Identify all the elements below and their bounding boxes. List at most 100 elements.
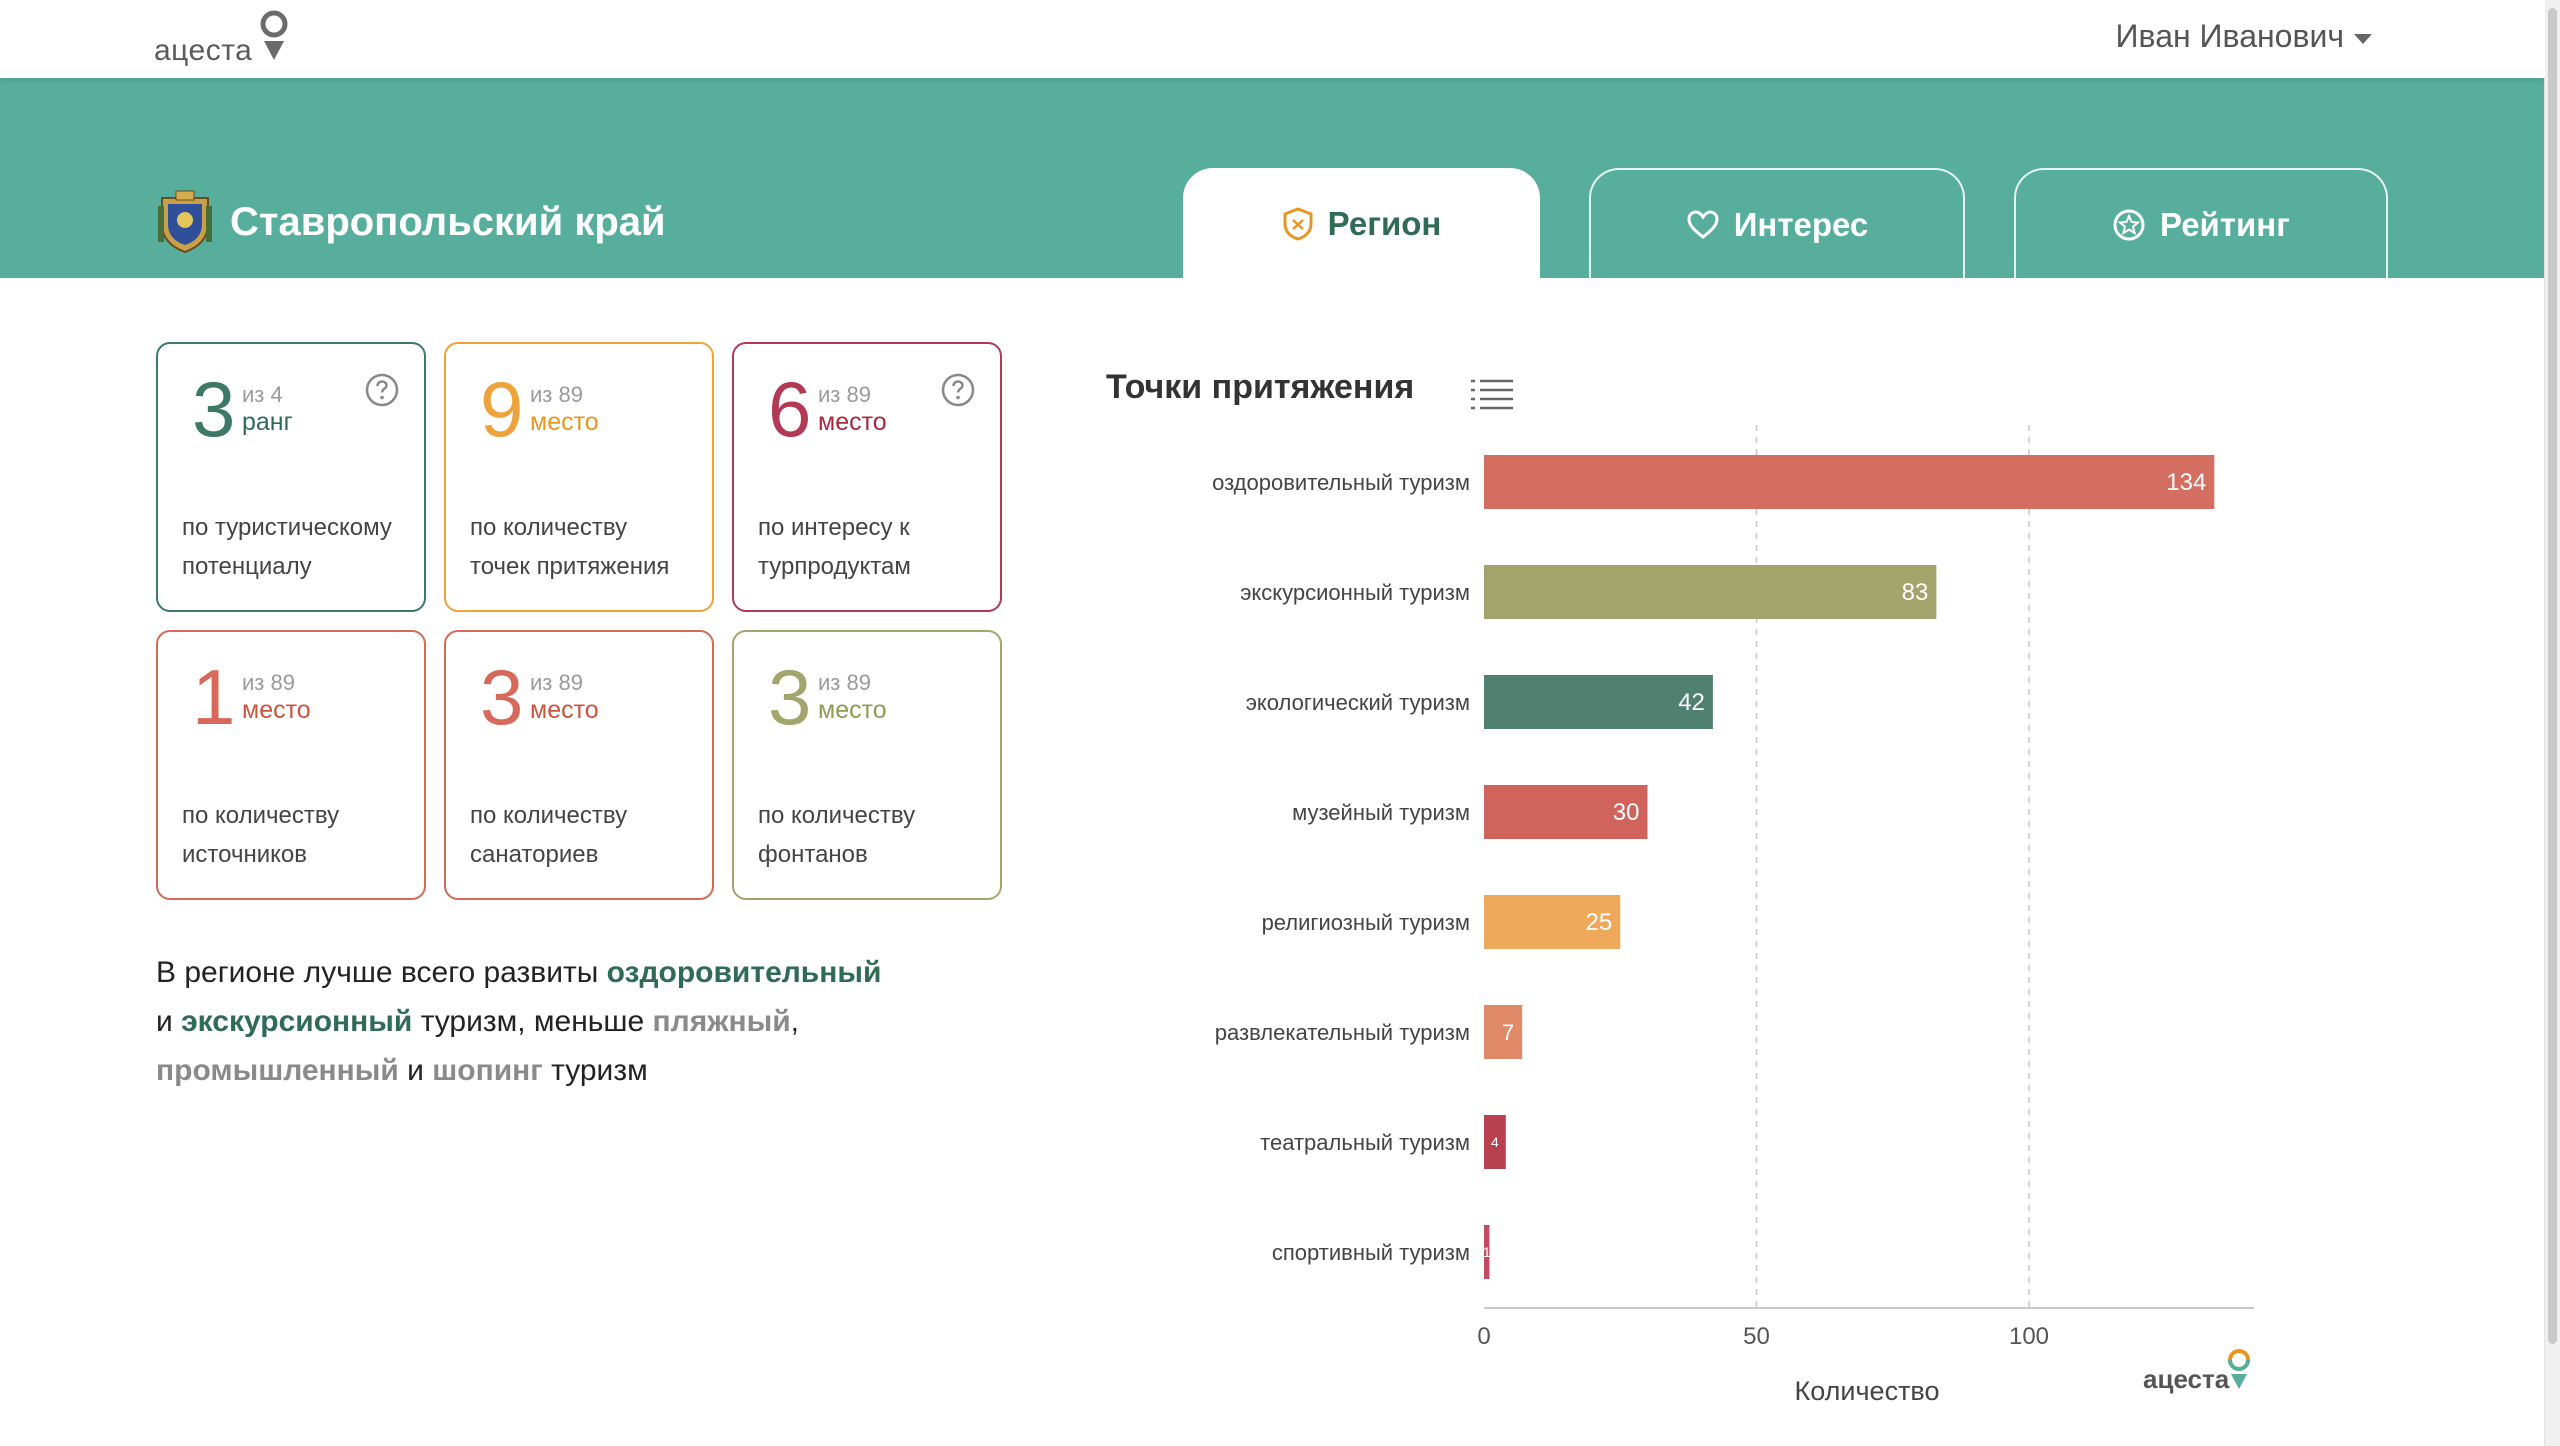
logo[interactable]: ацеста bbox=[154, 8, 294, 68]
card-value: 1 bbox=[192, 653, 236, 741]
bar bbox=[1484, 455, 2215, 509]
category-label: театральный туризм bbox=[1260, 1130, 1470, 1155]
card-value: 6 bbox=[768, 365, 812, 453]
category-label: спортивный туризм bbox=[1272, 1240, 1470, 1265]
card-description: по количеству точек притяжения bbox=[470, 514, 670, 580]
summary-part: и bbox=[398, 1054, 433, 1087]
rank-card-springs: 1 из 89 место по количеству источников bbox=[156, 630, 426, 900]
help-icon[interactable] bbox=[364, 372, 400, 408]
summary-part: В регионе лучше всего развиты bbox=[156, 956, 607, 989]
tab-rating[interactable]: Рейтинг bbox=[2014, 168, 2388, 280]
summary-highlight: шопинг bbox=[432, 1054, 543, 1087]
card-of: из 4 bbox=[242, 382, 283, 407]
summary-part: туризм, меньше bbox=[412, 1005, 653, 1038]
card-of: из 89 bbox=[530, 382, 583, 407]
data-label: 134 bbox=[2166, 469, 2206, 496]
data-label: 7 bbox=[1502, 1020, 1514, 1045]
rank-card-attraction-points: 9 из 89 место по количеству точек притяж… bbox=[444, 342, 714, 612]
list-menu-icon[interactable] bbox=[1471, 378, 1513, 410]
rank-card-sanatoriums: 3 из 89 место по количеству санаториев bbox=[444, 630, 714, 900]
card-value: 3 bbox=[192, 365, 236, 453]
tab-interest-label: Интерес bbox=[1733, 206, 1869, 243]
card-value: 3 bbox=[768, 653, 812, 741]
summary-highlight: промышленный bbox=[156, 1054, 399, 1087]
location-pin-icon bbox=[260, 10, 288, 60]
summary-part: и bbox=[156, 1005, 182, 1038]
bar bbox=[1484, 675, 1713, 729]
rank-card-tourism-potential: 3 из 4 ранг по туристическому потенциалу bbox=[156, 342, 426, 612]
card-unit: место bbox=[818, 408, 887, 436]
card-description: по количеству фонтанов bbox=[758, 802, 916, 868]
category-label: экологический туризм bbox=[1246, 690, 1470, 715]
data-label: 4 bbox=[1491, 1134, 1499, 1150]
category-label: оздоровительный туризм bbox=[1212, 470, 1470, 495]
region-title: Ставропольский край bbox=[230, 199, 666, 244]
data-label: 1 bbox=[1483, 1244, 1491, 1260]
coat-of-arms-icon bbox=[158, 190, 212, 254]
data-label: 83 bbox=[1902, 579, 1929, 606]
card-unit: место bbox=[818, 696, 887, 724]
summary-highlight: экскурсионный bbox=[181, 1005, 413, 1038]
card-description: по туристическому потенциалу bbox=[182, 514, 392, 580]
x-tick-label: 50 bbox=[1743, 1323, 1770, 1350]
tab-region-label: Регион bbox=[1327, 205, 1442, 242]
card-unit: место bbox=[530, 696, 599, 724]
chart-title: Точки притяжения bbox=[1106, 368, 1415, 406]
card-unit: ранг bbox=[242, 408, 293, 436]
bar bbox=[1484, 895, 1621, 949]
tab-interest[interactable]: Интерес bbox=[1589, 168, 1965, 280]
category-label: музейный туризм bbox=[1292, 800, 1470, 825]
help-icon[interactable] bbox=[940, 372, 976, 408]
top-bar: ацеста Иван Иванович bbox=[0, 0, 2545, 78]
data-label: 42 bbox=[1678, 689, 1705, 716]
heart-icon bbox=[1687, 210, 1719, 239]
card-of: из 89 bbox=[818, 670, 871, 695]
region-heading: Ставропольский край bbox=[156, 190, 666, 254]
rank-card-fountains: 3 из 89 место по количеству фонтанов bbox=[732, 630, 1002, 900]
summary-highlight: оздоровительный bbox=[606, 956, 882, 989]
location-pin-icon bbox=[2228, 1349, 2250, 1389]
card-value: 9 bbox=[480, 365, 524, 453]
bar bbox=[1484, 785, 1648, 839]
card-unit: место bbox=[242, 696, 311, 724]
data-label: 30 bbox=[1613, 799, 1640, 826]
chevron-down-icon bbox=[2354, 33, 2372, 44]
bar bbox=[1484, 1005, 1523, 1059]
card-description: по количеству санаториев bbox=[470, 802, 628, 868]
chart-logo: ацеста bbox=[2143, 1348, 2253, 1398]
category-label: экскурсионный туризм bbox=[1240, 580, 1470, 605]
x-tick-label: 100 bbox=[2009, 1323, 2049, 1350]
shield-icon bbox=[1283, 207, 1313, 241]
card-value: 3 bbox=[480, 653, 524, 741]
bar bbox=[1484, 1225, 1490, 1279]
x-tick-label: 0 bbox=[1477, 1323, 1490, 1350]
user-name: Иван Иванович bbox=[2115, 18, 2344, 54]
chart-logo-text: ацеста bbox=[2143, 1364, 2230, 1394]
logo-text: ацеста bbox=[154, 34, 253, 67]
summary-highlight: пляжный bbox=[652, 1005, 791, 1038]
bar bbox=[1484, 1115, 1506, 1169]
tab-region[interactable]: Регион bbox=[1183, 168, 1540, 280]
rank-card-tour-interest: 6 из 89 место по интересу к турпродуктам bbox=[732, 342, 1002, 612]
tab-rating-label: Рейтинг bbox=[2160, 206, 2290, 243]
x-axis-label: Количество bbox=[1795, 1376, 1940, 1406]
scrollbar[interactable] bbox=[2544, 0, 2560, 1446]
card-of: из 89 bbox=[242, 670, 295, 695]
bar bbox=[1484, 565, 1937, 619]
data-label: 25 bbox=[1586, 909, 1613, 936]
summary-part: туризм bbox=[542, 1054, 648, 1087]
category-label: религиозный туризм bbox=[1262, 910, 1470, 935]
category-label: развлекательный туризм bbox=[1215, 1020, 1470, 1045]
attraction-points-chart: оздоровительный туризм 134 экскурсионный т… bbox=[1212, 425, 2254, 1406]
card-of: из 89 bbox=[818, 382, 871, 407]
card-description: по интересу к турпродуктам bbox=[758, 514, 911, 580]
card-unit: место bbox=[530, 408, 599, 436]
card-of: из 89 bbox=[530, 670, 583, 695]
star-badge-icon bbox=[2113, 209, 2145, 241]
card-description: по количеству источников bbox=[182, 802, 340, 868]
summary-part: , bbox=[790, 1005, 800, 1038]
summary-text: В регионе лучше всего развиты оздоровите… bbox=[156, 948, 976, 1095]
user-menu[interactable]: Иван Иванович bbox=[2116, 18, 2372, 55]
scrollbar-thumb[interactable] bbox=[2548, 8, 2557, 1344]
